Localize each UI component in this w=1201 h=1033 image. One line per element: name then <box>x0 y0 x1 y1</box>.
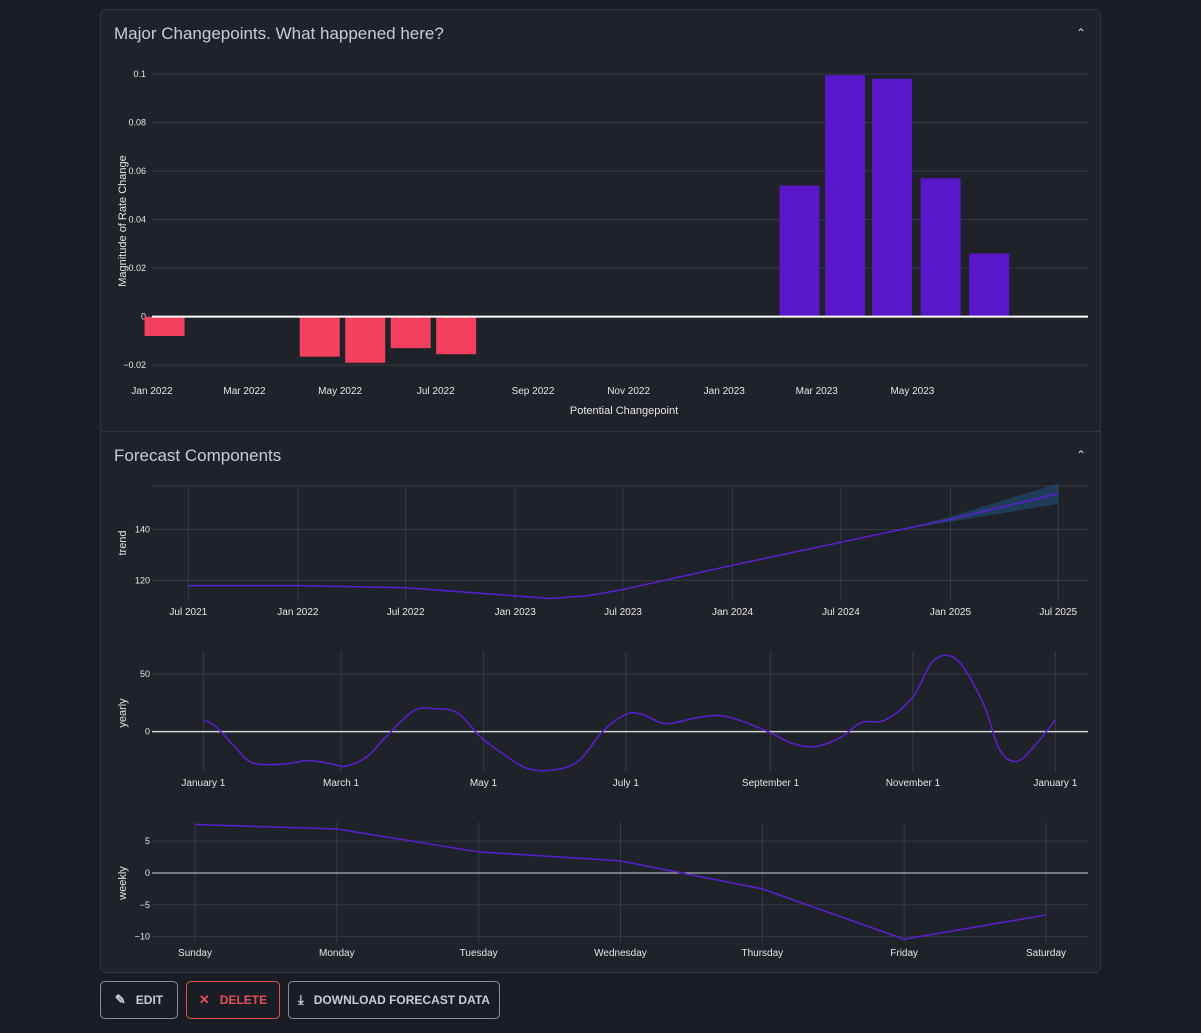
trend-line <box>188 492 1059 600</box>
x-tick-label: Jan 2024 <box>712 607 754 618</box>
y-tick-label: 0.04 <box>128 215 146 225</box>
changepoint-bar <box>824 75 865 317</box>
edit-label: EDIT <box>135 993 164 1007</box>
y-axis-title: yearly <box>117 698 129 728</box>
changepoint-bar <box>299 316 340 357</box>
x-tick-label: Jan 2022 <box>131 386 173 397</box>
delete-label: DELETE <box>219 993 268 1007</box>
y-axis-title: trend <box>117 530 129 555</box>
x-tick-label: Mar 2022 <box>223 386 266 397</box>
y-tick-label: 140 <box>135 524 150 534</box>
uncertainty-band <box>895 483 1059 531</box>
x-tick-label: Jul 2024 <box>822 607 860 618</box>
changepoint-bar <box>144 316 185 337</box>
x-tick-label: Wednesday <box>594 948 647 959</box>
changepoint-bar <box>390 316 431 349</box>
x-tick-label: Mar 2023 <box>796 386 839 397</box>
x-tick-label: Jan 2023 <box>495 607 537 618</box>
x-tick-label: May 1 <box>470 778 498 789</box>
y-tick-label: 0 <box>141 312 146 322</box>
weekly-line <box>194 823 1047 940</box>
x-tick-label: Sep 2022 <box>512 386 555 397</box>
x-tick-label: March 1 <box>323 778 360 789</box>
x-tick-label: Tuesday <box>460 948 498 959</box>
changepoint-bar <box>872 78 913 317</box>
x-tick-label: Jul 2022 <box>417 386 455 397</box>
y-axis-title: weekly <box>117 866 129 901</box>
delete-button[interactable]: ✕ DELETE <box>186 981 280 1019</box>
x-tick-label: Nov 2022 <box>607 386 650 397</box>
download-icon: ⤓ <box>298 992 304 1007</box>
changepoints-title: Major Changepoints. What happened here? <box>114 24 444 43</box>
y-tick-label: −5 <box>140 900 150 910</box>
x-tick-label: January 1 <box>181 778 225 789</box>
changepoint-bar <box>920 178 961 317</box>
x-tick-label: Friday <box>890 948 918 959</box>
trend-chart: 120 140 Jul 2021 Jan 2022 Jul 2022 Jan 2023 Ju… <box>117 483 1088 618</box>
x-tick-label: Sunday <box>178 948 212 959</box>
x-tick-label: Monday <box>319 948 355 959</box>
y-tick-label: 5 <box>145 836 150 846</box>
x-tick-label: September 1 <box>742 778 800 789</box>
yearly-line <box>203 654 1056 772</box>
y-tick-label: 0.1 <box>133 69 146 79</box>
changepoint-bar <box>779 185 820 317</box>
pencil-icon: ✎ <box>114 992 126 1007</box>
x-tick-label: Jul 2023 <box>604 607 642 618</box>
x-tick-label: Jul 2021 <box>169 607 207 618</box>
download-label: DOWNLOAD FORECAST DATA <box>313 993 490 1007</box>
components-title: Forecast Components <box>114 446 282 465</box>
x-tick-label: May 2022 <box>318 386 362 397</box>
y-axis-title: Magnitude of Rate Change <box>117 155 129 286</box>
y-tick-label: 0.06 <box>128 166 146 176</box>
chevron-up-icon[interactable]: ⌃ <box>1075 26 1086 40</box>
changepoint-bar <box>436 316 477 355</box>
changepoint-bar <box>969 253 1010 317</box>
x-tick-label: Jul 2022 <box>387 607 425 618</box>
chevron-up-icon[interactable]: ⌃ <box>1075 448 1086 462</box>
changepoint-bar <box>345 316 386 363</box>
y-tick-label: 50 <box>140 669 150 679</box>
y-tick-label: 0.02 <box>128 263 146 273</box>
y-tick-label: 120 <box>135 576 150 586</box>
x-tick-label: November 1 <box>886 778 941 789</box>
x-tick-label: July 1 <box>613 778 640 789</box>
x-tick-label: May 2023 <box>890 386 934 397</box>
weekly-chart: −10 −5 0 5 Sunday Monday Tuesday Wednesday Thurs… <box>117 822 1088 959</box>
x-tick-label: Thursday <box>741 948 783 959</box>
x-axis-title: Potential Changepoint <box>570 405 678 417</box>
x-tick-label: January 1 <box>1033 778 1077 789</box>
y-tick-label: 0.08 <box>128 118 146 128</box>
yearly-chart: 0 50 January 1 March 1 May 1 July 1 September … <box>117 651 1088 789</box>
x-tick-label: Jan 2025 <box>930 607 972 618</box>
download-forecast-button[interactable]: ⤓ DOWNLOAD FORECAST DATA <box>288 981 500 1019</box>
x-tick-label: Jan 2022 <box>277 607 319 618</box>
y-tick-label: 0 <box>145 868 150 878</box>
edit-button[interactable]: ✎ EDIT <box>100 981 178 1019</box>
x-tick-label: Saturday <box>1026 948 1066 959</box>
changepoint-bar-chart: −0.02 0 0.02 0.04 0.06 0.08 0.1 Jan 2022 Mar 202… <box>117 69 1088 417</box>
y-tick-label: −0.02 <box>123 360 146 370</box>
x-tick-label: Jul 2025 <box>1039 607 1077 618</box>
y-tick-label: 0 <box>145 727 150 737</box>
y-tick-label: −10 <box>135 932 150 942</box>
close-icon: ✕ <box>198 992 210 1007</box>
x-tick-label: Jan 2023 <box>704 386 746 397</box>
